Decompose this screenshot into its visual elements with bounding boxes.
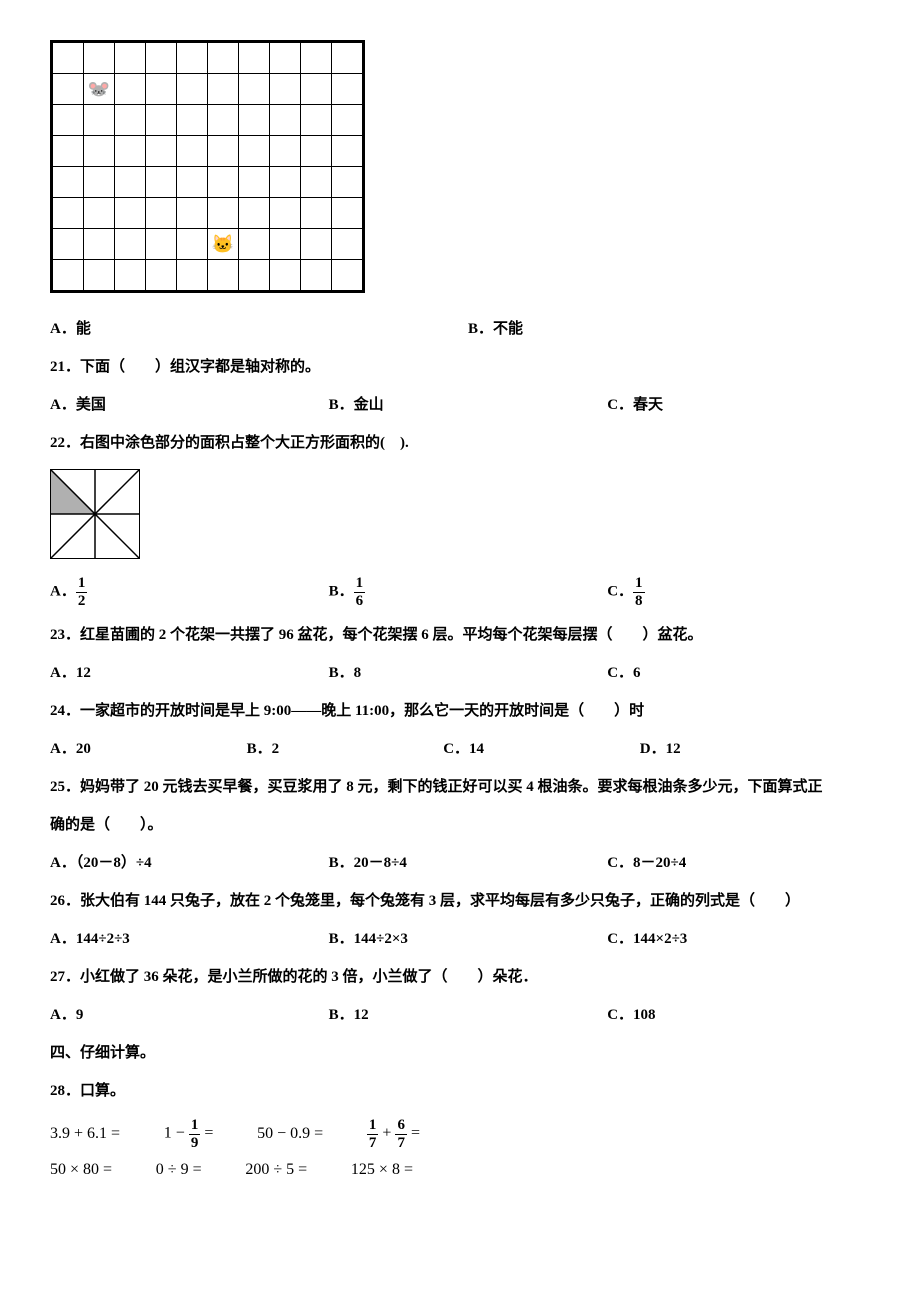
q27-opt-a: A．9 [50,1003,321,1027]
q28-e4: 17 + 67 = [367,1117,420,1151]
q22-figure [50,469,870,567]
q28-e3: 50 − 0.9 = [257,1121,323,1147]
q20-options: A．能 B．不能 [50,317,870,341]
q26: 26．张大伯有 144 只兔子，放在 2 个兔笼里，每个兔笼有 3 层，求平均每… [50,889,870,913]
q21-opt-c: C．春天 [607,393,878,417]
q25-opt-a: A．（20－8）÷4 [50,851,321,875]
q21: 21．下面（ ）组汉字都是轴对称的。 [50,355,870,379]
q28-r2-e3: 200 ÷ 5 = [245,1157,307,1183]
q23-opt-a: A．12 [50,661,321,685]
q22: 22．右图中涂色部分的面积占整个大正方形面积的( ). [50,431,870,455]
q28: 28．口算。 [50,1079,870,1103]
q20-grid: 🐭🐱 [50,40,365,293]
q26-options: A．144÷2÷3 B．144÷2×3 C．144×2÷3 [50,927,870,951]
q28-row1: 3.9 + 6.1 = 1 − 19 = 50 − 0.9 = 17 + 67 … [50,1117,870,1151]
q22-opt-a: A．12 [50,575,321,609]
q24: 24．一家超市的开放时间是早上 9:00——晚上 11:00，那么它一天的开放时… [50,699,870,723]
q23-opt-c: C．6 [607,661,878,685]
q21-opt-a: A．美国 [50,393,321,417]
q28-r2-e4: 125 × 8 = [351,1157,413,1183]
q28-e1: 3.9 + 6.1 = [50,1121,120,1147]
q25-opt-c: C．8－20÷4 [607,851,878,875]
section4-title: 四、仔细计算。 [50,1041,870,1065]
q24-opt-c: C．14 [443,737,632,761]
q27-opt-c: C．108 [607,1003,878,1027]
q22-opt-b: B．16 [329,575,600,609]
q28-e2: 1 − 19 = [164,1117,214,1151]
q24-opt-d: D．12 [640,737,829,761]
q27: 27．小红做了 36 朵花，是小兰所做的花的 3 倍，小兰做了（ ）朵花． [50,965,870,989]
q24-options: A．20 B．2 C．14 D．12 [50,737,870,761]
q22-opt-c: C．18 [607,575,878,609]
q25-line1: 25．妈妈带了 20 元钱去买早餐，买豆浆用了 8 元，剩下的钱正好可以买 4 … [50,775,870,799]
q25-line2: 确的是（ ）。 [50,813,870,837]
q24-opt-a: A．20 [50,737,239,761]
q23-opt-b: B．8 [329,661,600,685]
q23: 23．红星苗圃的 2 个花架一共摆了 96 盆花，每个花架摆 6 层。平均每个花… [50,623,870,647]
q25-opt-b: B．20－8÷4 [329,851,600,875]
q26-opt-c: C．144×2÷3 [607,927,878,951]
q26-opt-a: A．144÷2÷3 [50,927,321,951]
q27-opt-b: B．12 [329,1003,600,1027]
q25-options: A．（20－8）÷4 B．20－8÷4 C．8－20÷4 [50,851,870,875]
q28-r2-e1: 50 × 80 = [50,1157,112,1183]
q20-opt-a: A．能 [50,317,460,341]
q20-opt-b: B．不能 [468,317,878,341]
q21-options: A．美国 B．金山 C．春天 [50,393,870,417]
q28-r2-e2: 0 ÷ 9 = [156,1157,202,1183]
q22-options: A．12 B．16 C．18 [50,575,870,609]
q27-options: A．9 B．12 C．108 [50,1003,870,1027]
q23-options: A．12 B．8 C．6 [50,661,870,685]
q28-row2: 50 × 80 = 0 ÷ 9 = 200 ÷ 5 = 125 × 8 = [50,1157,870,1183]
q26-opt-b: B．144÷2×3 [329,927,600,951]
q21-opt-b: B．金山 [329,393,600,417]
q24-opt-b: B．2 [247,737,436,761]
